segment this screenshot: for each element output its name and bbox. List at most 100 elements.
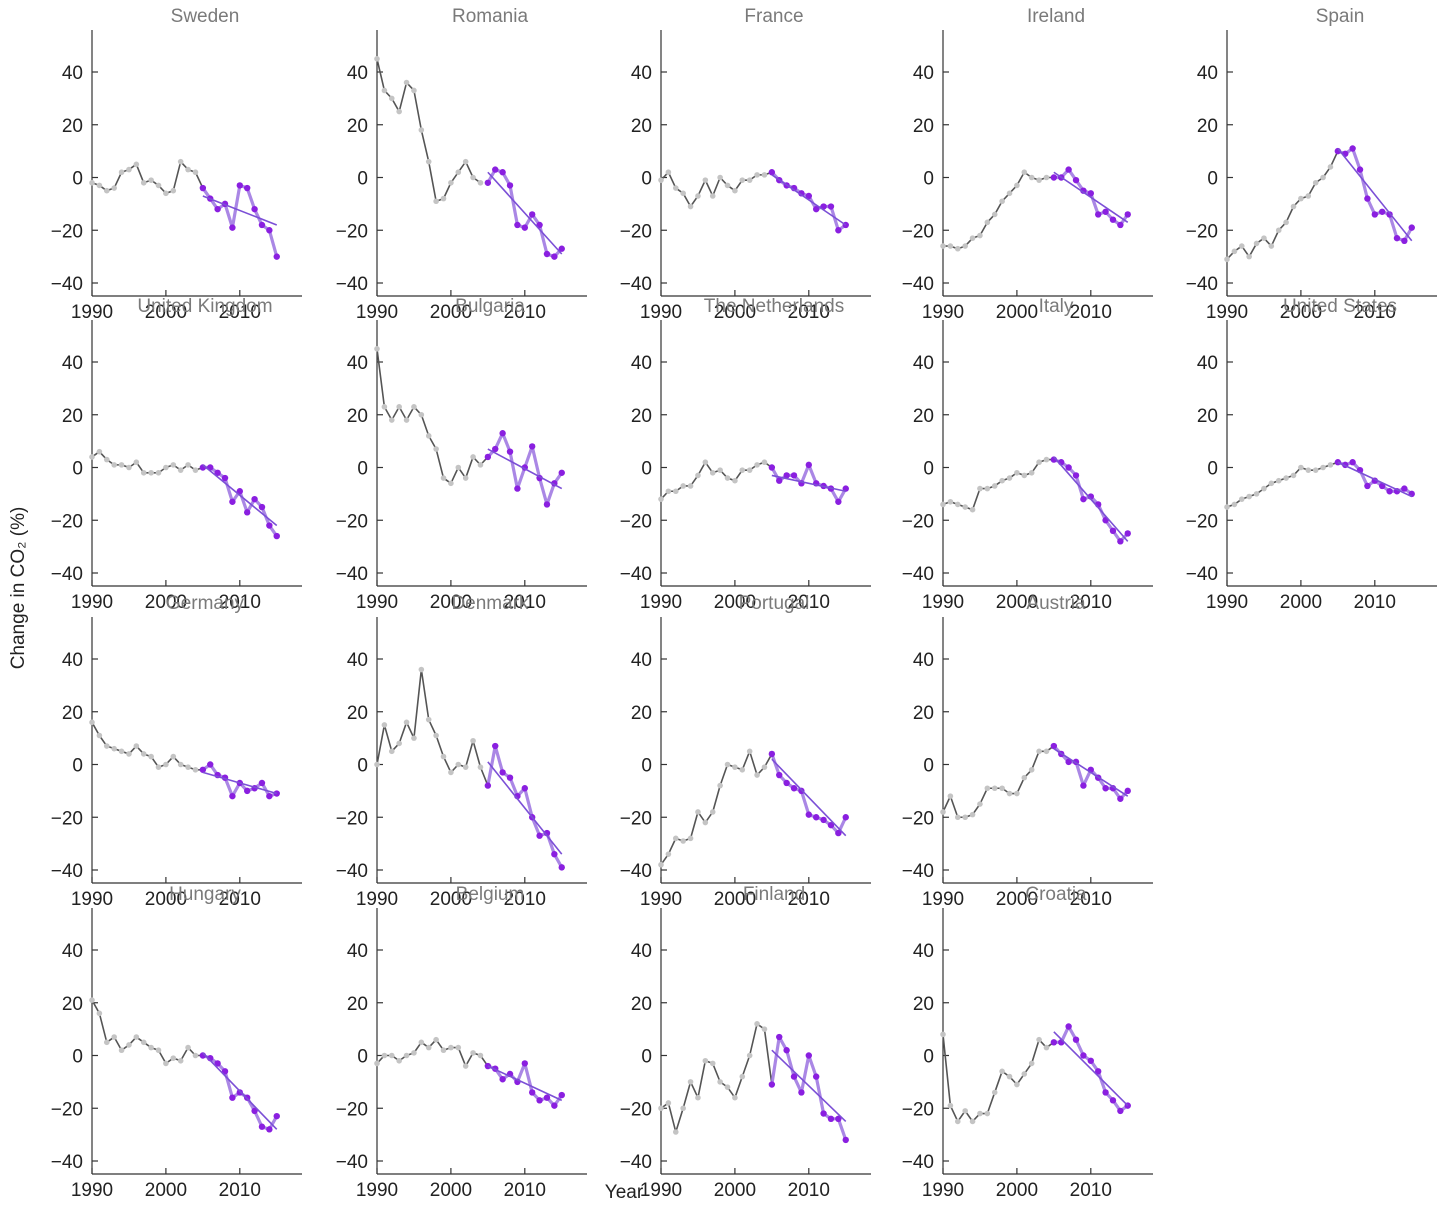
recent-point [776,771,783,779]
recent-point [805,1052,812,1059]
historic-point [672,185,679,191]
historic-point [977,485,983,492]
y-tick-label: 40 [913,353,934,374]
panel-title: Italy [1039,296,1074,317]
recent-point [499,430,506,437]
recent-point [1050,1039,1058,1046]
trend-line [487,1065,563,1102]
historic-point [984,1110,991,1117]
recent-point [812,814,820,821]
historic-point [462,158,469,165]
x-tick-label: 2000 [1280,592,1322,613]
recent-point [258,503,266,511]
x-tick-label: 1990 [922,592,964,613]
x-tick-label: 2010 [504,302,546,323]
recent-point [484,1062,492,1070]
historic-point [954,1118,961,1125]
x-tick-label: 1990 [640,1180,682,1201]
recent-point [266,227,273,234]
historic-point [103,1039,110,1046]
y-tick-label: −20 [1186,221,1218,242]
y-tick-label: −40 [336,274,368,295]
historic-point [177,158,184,165]
historic-point [1312,179,1319,186]
recent-point [812,205,820,213]
historic-point [732,1094,738,1101]
recent-point [514,485,521,492]
historic-point [1021,774,1028,781]
historic-point [709,469,716,476]
historic-point [1327,164,1334,170]
historic-point [954,245,961,252]
historic-point [940,243,946,249]
panel-ireland: 40 20 0 −20 −40 1990 2000 2010 Ireland [902,6,1153,323]
historic-point [381,1052,388,1059]
historic-point [462,1063,469,1069]
y-tick-label: 20 [62,994,83,1015]
recent-point [1393,234,1401,242]
y-tick-label: 40 [62,353,83,374]
historic-point [111,745,117,752]
recent-point [558,864,565,871]
recent-point [842,814,849,821]
historic-point [702,819,709,826]
historic-point [440,1047,447,1054]
y-tick-label: −40 [51,564,83,585]
historic-point [1006,475,1013,481]
historic-point [477,764,484,770]
y-tick-label: 0 [641,169,652,190]
historic-point [448,480,454,487]
historic-point [170,1055,177,1061]
recent-point [273,253,280,260]
y-tick-label: 0 [72,1047,83,1068]
historic-point [984,785,991,792]
historic-point [1224,256,1230,263]
y-tick-label: 40 [913,941,934,962]
historic-point [709,1060,716,1067]
panel-france: 40 20 0 −20 −40 1990 2000 2010 France [620,6,871,323]
historic-point [170,187,177,194]
historic-point [411,735,417,741]
recent-point [484,453,492,461]
historic-point [89,454,95,460]
historic-point [477,179,484,186]
historic-point [672,488,679,495]
recent-point [207,761,214,768]
historic-point [96,732,103,739]
historic-point [1006,1073,1013,1080]
y-tick-label: 20 [347,994,368,1015]
historic-point [717,782,723,789]
panel-sweden: 40 20 0 −20 −40 1990 2000 2010 Sweden [51,6,302,323]
recent-point [1364,195,1371,202]
y-tick-label: −20 [620,808,652,829]
historic-point [462,764,469,770]
historic-point [947,243,954,249]
y-tick-label: −40 [336,861,368,882]
recent-point [273,790,280,797]
y-tick-label: 0 [641,756,652,777]
panel-title: Austria [1026,593,1086,614]
historic-series-line [91,160,204,195]
x-tick-label: 1990 [922,302,964,323]
y-tick-label: 0 [923,459,934,480]
historic-point [969,811,976,818]
historic-point [687,483,694,489]
y-tick-label: 40 [347,650,368,671]
historic-point [133,459,140,466]
historic-point [1290,203,1297,210]
recent-point [499,769,506,776]
historic-point [103,187,110,194]
historic-series-line [91,450,204,474]
historic-point [448,179,454,186]
historic-point [940,809,946,815]
historic-point [1014,182,1020,189]
recent-series-line [770,753,848,835]
y-tick-label: −40 [902,564,934,585]
historic-point [1036,1036,1042,1043]
historic-point [695,472,701,479]
x-tick-label: 2000 [145,592,187,613]
historic-point [118,169,125,176]
recent-point [820,816,827,824]
historic-point [1021,169,1028,176]
